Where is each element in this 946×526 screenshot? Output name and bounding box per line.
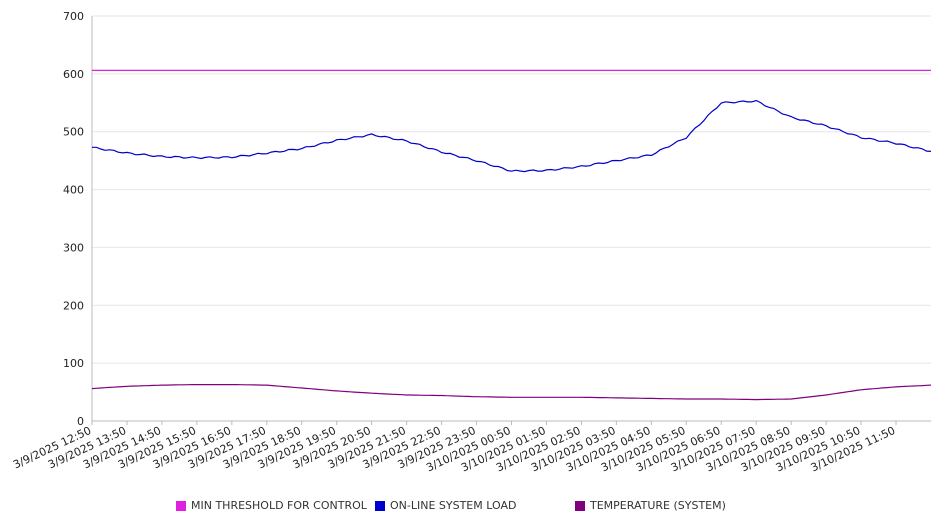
legend-label-load: ON-LINE SYSTEM LOAD	[390, 499, 517, 512]
legend-label-temperature: TEMPERATURE (SYSTEM)	[590, 499, 726, 512]
y-tick-label-2: 200	[63, 299, 84, 312]
y-tick-label-6: 600	[63, 68, 84, 81]
legend-swatch-load	[375, 500, 385, 511]
legend-item-load[interactable]: ON-LINE SYSTEM LOAD	[375, 499, 516, 512]
legend-swatch-temperature	[575, 500, 585, 511]
series-line-2	[91, 384, 932, 401]
y-tick-labels: 0 100 200 300 400 500 600 700	[63, 10, 84, 428]
gridlines	[92, 15, 931, 422]
y-tick-label-3: 300	[63, 241, 84, 254]
legend: MIN THRESHOLD FOR CONTROL ON-LINE SYSTEM…	[0, 499, 946, 513]
axes	[91, 16, 931, 425]
legend-label-threshold: MIN THRESHOLD FOR CONTROL	[191, 499, 367, 512]
y-tick-label-4: 400	[63, 184, 84, 197]
y-tick-label-5: 500	[63, 126, 84, 139]
y-tick-label-7: 700	[63, 10, 84, 23]
series-lines	[91, 69, 932, 401]
y-tick-label-1: 100	[63, 357, 84, 370]
series-line-1	[92, 99, 932, 173]
y-tick-label-0: 0	[77, 415, 84, 428]
legend-item-threshold[interactable]: MIN THRESHOLD FOR CONTROL	[176, 499, 367, 512]
x-tick-labels: 3/9/2025 12:503/9/2025 13:503/9/2025 14:…	[11, 424, 897, 474]
legend-swatch-threshold	[176, 500, 186, 511]
legend-item-temperature[interactable]: TEMPERATURE (SYSTEM)	[575, 499, 726, 512]
